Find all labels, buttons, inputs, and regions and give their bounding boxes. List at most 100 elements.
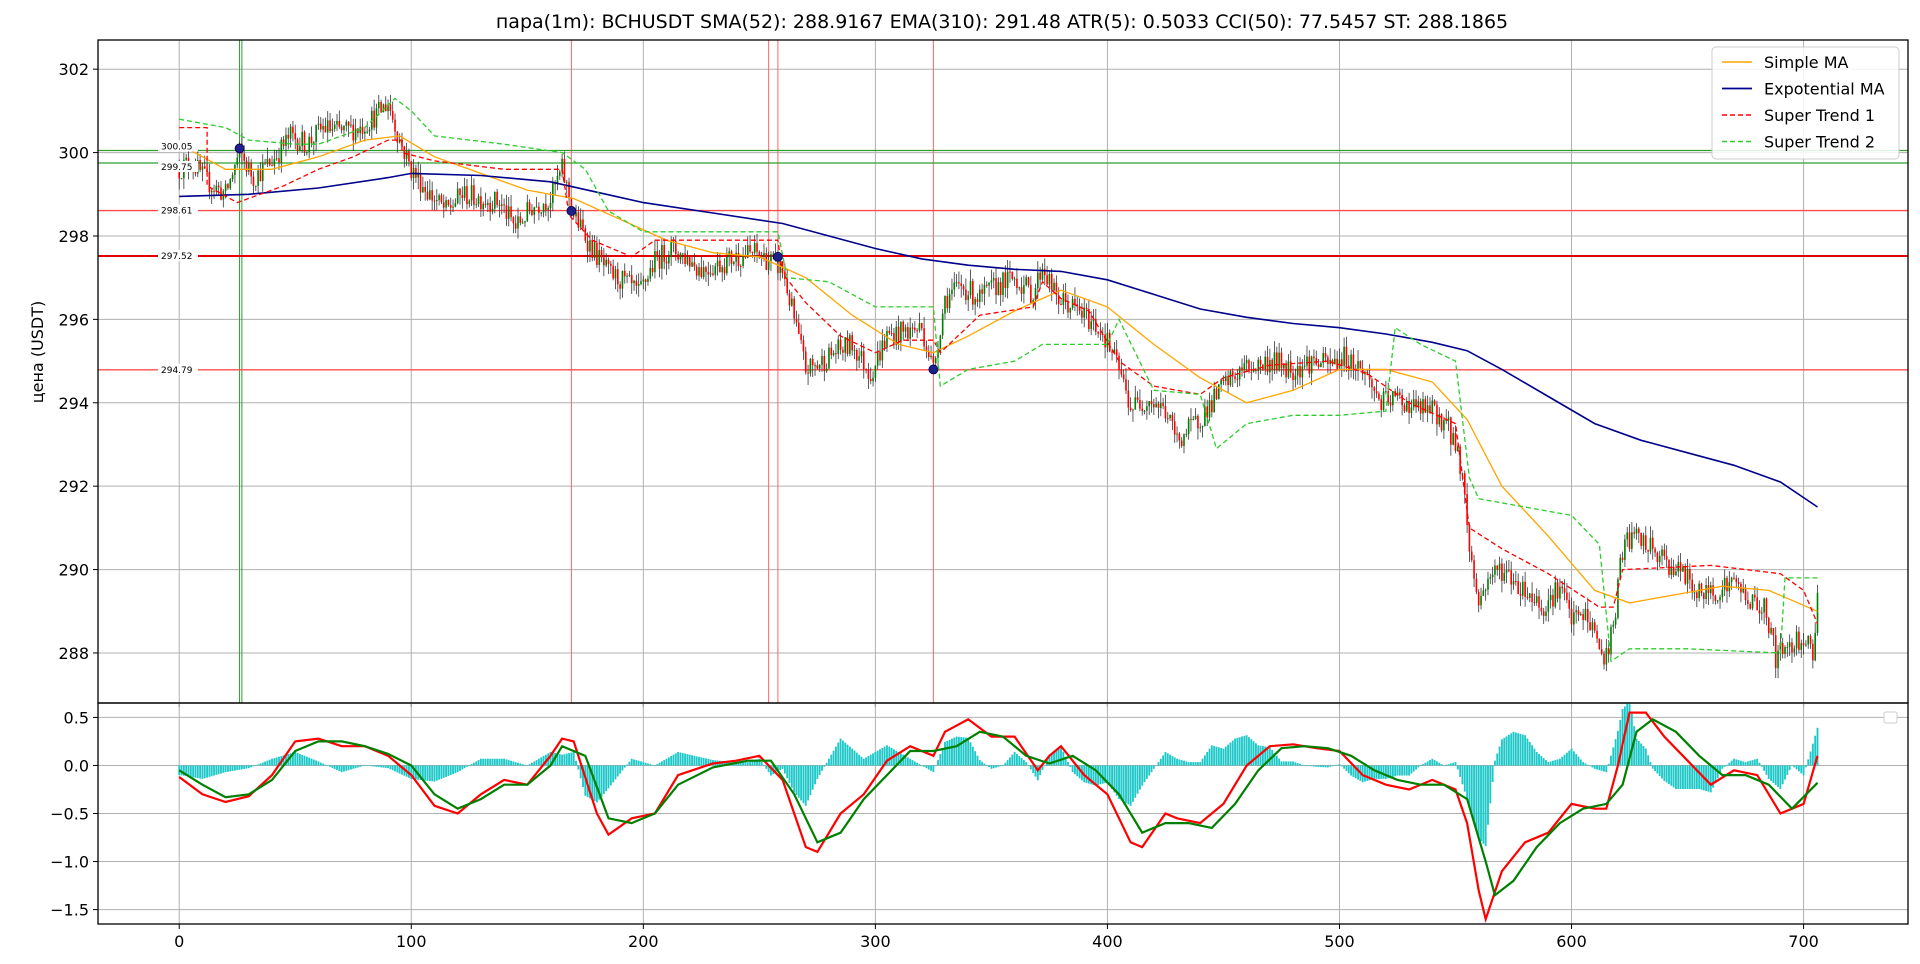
histogram-bar <box>739 762 742 766</box>
histogram-bar <box>1041 765 1044 771</box>
candle-body <box>456 188 459 204</box>
candle-body <box>1635 528 1638 534</box>
histogram-bar <box>519 763 522 766</box>
candle-body <box>1454 433 1457 452</box>
histogram-bar <box>788 765 791 783</box>
histogram-bar <box>1217 747 1220 766</box>
candle-body <box>347 121 350 126</box>
candle-body <box>1357 361 1359 371</box>
histogram-bar <box>1015 754 1018 766</box>
candle-body <box>823 355 826 372</box>
candle-body <box>213 190 215 192</box>
histogram-bar <box>1027 765 1030 766</box>
histogram-bar <box>261 762 264 766</box>
candle-body <box>1173 421 1176 435</box>
histogram-bar <box>723 761 726 766</box>
histogram-bar <box>663 760 666 766</box>
histogram-bar <box>1500 739 1503 766</box>
histogram-bar <box>303 755 306 766</box>
histogram-bar <box>691 755 693 766</box>
x-tick-label: 300 <box>860 932 891 951</box>
candle-body <box>422 187 424 193</box>
candle-body <box>1800 643 1803 650</box>
candle-body <box>1150 401 1153 405</box>
histogram-bar <box>579 765 582 779</box>
candle-body <box>1443 420 1445 431</box>
histogram-bar <box>886 745 888 766</box>
histogram-bar <box>1651 765 1654 769</box>
histogram-bar <box>1767 765 1770 779</box>
histogram-bar <box>1250 739 1253 766</box>
histogram-bar <box>1798 765 1800 772</box>
candle-body <box>245 160 248 172</box>
histogram-bar <box>1661 765 1663 779</box>
histogram-bar <box>1770 765 1773 781</box>
histogram-bar <box>1598 765 1601 771</box>
price-plot-area <box>98 40 1908 703</box>
candle-body <box>842 349 844 353</box>
candle-body <box>893 333 895 345</box>
candle-body <box>988 282 990 286</box>
histogram-bar <box>1579 759 1582 766</box>
candle-body <box>1127 390 1130 408</box>
histogram-bar <box>1654 765 1656 772</box>
candle-body <box>1378 393 1380 400</box>
histogram-bar <box>477 760 480 766</box>
histogram-bar <box>1700 765 1703 790</box>
candle-body <box>484 203 487 205</box>
candle-body <box>934 357 937 364</box>
x-tick-label: 200 <box>628 932 659 951</box>
histogram-bar <box>1688 765 1691 789</box>
candle-body <box>733 261 735 264</box>
candle-body <box>1661 549 1663 556</box>
signal-point <box>928 364 939 375</box>
candle-body <box>800 333 802 341</box>
histogram-bar <box>1410 765 1413 774</box>
candle-body <box>1294 375 1297 381</box>
histogram-bar <box>797 765 800 798</box>
candle-body <box>744 255 747 258</box>
candle-body <box>795 318 798 323</box>
osc-y-tick-label: −0.5 <box>50 805 89 824</box>
histogram-bar <box>837 742 840 766</box>
histogram-bar <box>865 757 868 766</box>
legend-label: Super Trend 1 <box>1764 106 1875 125</box>
candle-body <box>1004 272 1007 289</box>
candle-body <box>1002 272 1004 296</box>
histogram-bar <box>363 765 366 766</box>
candle-body <box>962 286 965 290</box>
histogram-bar <box>1473 765 1475 823</box>
histogram-bar <box>459 765 461 771</box>
candle-body <box>886 330 888 348</box>
histogram-bar <box>1255 743 1257 766</box>
candle-body <box>881 340 884 361</box>
histogram-bar <box>1814 735 1817 766</box>
histogram-bar <box>1461 765 1464 785</box>
histogram-bar <box>649 764 652 766</box>
histogram-bar <box>1561 756 1564 766</box>
histogram-bar <box>582 765 584 787</box>
histogram-bar <box>1234 738 1236 766</box>
chart-title: пара(1m): BCHUSDT SMA(52): 288.9167 EMA(… <box>496 11 1508 33</box>
histogram-bar <box>1122 765 1125 802</box>
candle-body <box>665 261 668 264</box>
histogram-bar <box>1324 765 1327 768</box>
candle-body <box>1700 583 1703 594</box>
histogram-bar <box>549 752 552 766</box>
histogram-bar <box>841 740 844 766</box>
candle-body <box>1702 593 1705 600</box>
histogram-bar <box>688 754 691 766</box>
candle-body <box>1285 363 1287 378</box>
candle-body <box>243 153 246 161</box>
candle-body <box>1777 650 1779 669</box>
histogram-bar <box>359 765 362 767</box>
candle-body <box>343 125 345 131</box>
histogram-bar <box>737 762 740 766</box>
candle-body <box>640 281 642 284</box>
histogram-bar <box>621 765 624 771</box>
histogram-bar <box>1600 765 1603 771</box>
histogram-bar <box>674 753 677 766</box>
candle-body <box>737 252 740 266</box>
candle-body <box>1343 346 1345 366</box>
histogram-bar <box>1596 765 1598 770</box>
